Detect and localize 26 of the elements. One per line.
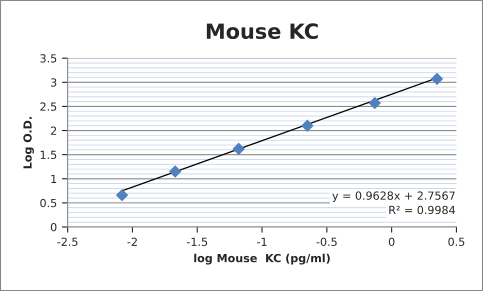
y-axis-title: Log O.D. [23, 117, 34, 168]
point [116, 188, 128, 202]
y-tick-label: 0 [50, 222, 56, 232]
y-tick-label: 2 [50, 126, 56, 135]
point [168, 165, 182, 178]
annotation: y = 0.9628x + 2.7567 [332, 191, 455, 202]
x-tick-label: 0 [388, 238, 394, 246]
point [232, 142, 245, 156]
x-tick-label: 0.5 [448, 238, 464, 246]
y-tick-label: 3.5 [40, 54, 56, 63]
y-tick-label: 2.5 [40, 102, 56, 111]
point [368, 96, 381, 110]
chart-title: Mouse KC [206, 23, 318, 40]
y-tick-label: 3 [50, 78, 56, 87]
x-tick-label: -2.5 [57, 238, 78, 246]
point [301, 120, 314, 132]
annotation: R² = 0.9984 [389, 206, 456, 214]
y-tick-label: 1 [51, 174, 56, 183]
y-tick-label: 0.5 [40, 198, 56, 208]
x-tick-label: -1 [257, 238, 267, 246]
point [430, 72, 444, 86]
x-tick-label: -1.5 [186, 238, 208, 246]
x-tick-label: -2 [127, 238, 137, 246]
x-axis-title: log Mouse KC (pg/ml) [194, 254, 330, 265]
x-tick-label: -0.5 [316, 238, 337, 246]
y-tick-label: 1.5 [40, 150, 56, 160]
